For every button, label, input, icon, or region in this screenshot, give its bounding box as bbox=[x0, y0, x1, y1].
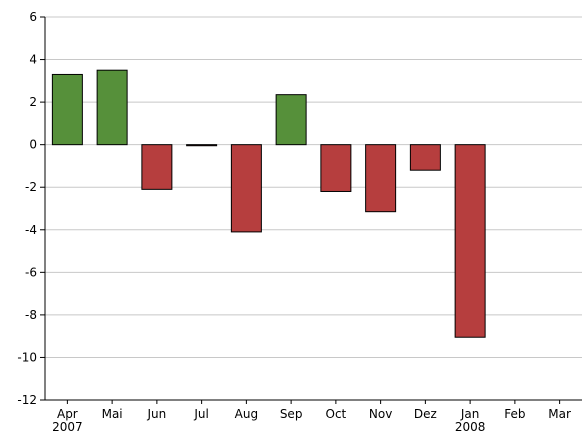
bar bbox=[409, 144, 441, 171]
y-tick-label: -8 bbox=[25, 308, 37, 322]
bar bbox=[320, 144, 352, 192]
y-tick-label: 6 bbox=[29, 10, 37, 24]
y-tick-label: 4 bbox=[29, 53, 37, 67]
x-tick-label: Feb bbox=[504, 407, 525, 421]
x-tick-label: Aug bbox=[235, 407, 258, 421]
x-tick-label: Jun bbox=[147, 407, 167, 421]
x-tick-label: Oct bbox=[326, 407, 347, 421]
bar bbox=[96, 69, 128, 146]
bar bbox=[365, 144, 397, 213]
y-tick-label: -2 bbox=[25, 180, 37, 194]
bar bbox=[51, 73, 83, 146]
y-tick-label: 0 bbox=[29, 138, 37, 152]
bar bbox=[454, 144, 486, 338]
y-tick-label: -12 bbox=[17, 393, 37, 407]
x-tick-label: Dez bbox=[414, 407, 437, 421]
x-tick-label: Mai bbox=[102, 407, 123, 421]
x-tick-label: Nov bbox=[369, 407, 392, 421]
y-tick-label: -4 bbox=[25, 223, 37, 237]
bar bbox=[186, 144, 218, 147]
bar bbox=[230, 144, 262, 233]
bar bbox=[141, 144, 173, 190]
y-tick-label: -6 bbox=[25, 265, 37, 279]
x-tick-label: Mar bbox=[548, 407, 571, 421]
x-tick-label: Apr 2007 bbox=[52, 407, 83, 434]
bar bbox=[275, 94, 307, 146]
y-tick-label: -10 bbox=[17, 350, 37, 364]
y-tick-label: 2 bbox=[29, 95, 37, 109]
x-tick-label: Sep bbox=[280, 407, 303, 421]
x-tick-label: Jan 2008 bbox=[455, 407, 486, 434]
x-tick-label: Jul bbox=[193, 407, 208, 421]
